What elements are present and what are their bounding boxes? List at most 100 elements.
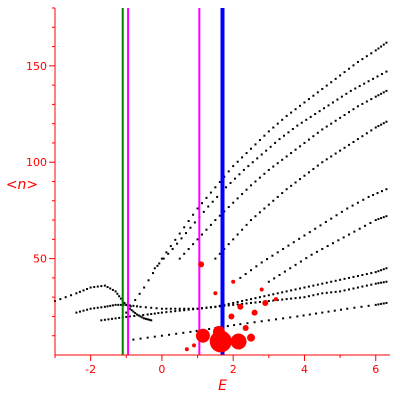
data-point — [143, 286, 146, 289]
data-point — [89, 286, 92, 289]
data-point — [365, 284, 368, 287]
data-point — [260, 320, 263, 323]
data-point — [385, 188, 388, 191]
data-point — [218, 304, 221, 307]
data-point — [372, 193, 375, 196]
data-point — [256, 157, 259, 160]
data-point — [282, 247, 285, 250]
data-point — [267, 280, 270, 283]
data-point — [308, 231, 311, 234]
data-point — [296, 124, 299, 127]
data-point — [303, 141, 306, 144]
data-point — [114, 303, 117, 306]
data-point — [294, 263, 297, 266]
data-point — [106, 286, 109, 289]
data-point — [330, 81, 333, 84]
data-point — [281, 291, 284, 294]
data-point — [168, 333, 171, 336]
data-point — [260, 261, 263, 264]
data-point — [214, 305, 217, 308]
data-point — [343, 289, 346, 292]
data-point — [165, 311, 168, 314]
data-point — [285, 188, 288, 191]
data-point — [134, 312, 137, 315]
data-point — [343, 113, 346, 116]
data-point — [150, 313, 153, 316]
data-point — [135, 305, 138, 308]
data-point — [274, 318, 277, 321]
data-point — [201, 307, 204, 310]
data-point — [385, 215, 388, 218]
data-point — [316, 131, 319, 134]
data-point — [283, 270, 286, 273]
data-point — [289, 267, 292, 270]
data-point — [182, 331, 185, 334]
data-point — [254, 301, 257, 304]
highlight-marker — [184, 347, 189, 352]
data-point — [352, 64, 355, 67]
data-point — [334, 152, 337, 155]
data-point — [263, 172, 266, 175]
data-point — [272, 293, 275, 296]
data-point — [385, 301, 388, 304]
data-point — [201, 202, 204, 205]
data-point — [174, 307, 177, 310]
data-point — [258, 300, 261, 303]
data-point — [299, 287, 302, 290]
data-point — [282, 134, 285, 137]
data-point — [276, 299, 279, 302]
data-point — [290, 111, 293, 114]
y-tick-label: 100 — [26, 156, 47, 169]
data-point — [377, 218, 380, 221]
data-point — [241, 300, 244, 303]
data-point — [183, 252, 186, 255]
data-points — [54, 41, 388, 341]
data-point — [139, 337, 142, 340]
data-point — [330, 280, 333, 283]
data-point — [361, 58, 364, 61]
data-point — [232, 201, 235, 204]
data-point — [269, 145, 272, 148]
data-point — [195, 329, 198, 332]
data-point — [254, 180, 257, 183]
data-point — [116, 292, 119, 295]
data-point — [244, 273, 247, 276]
data-point — [253, 321, 256, 324]
highlight-marker — [209, 330, 232, 353]
data-point — [285, 290, 288, 293]
data-point — [123, 301, 126, 304]
vertical-lines — [121, 8, 225, 355]
data-point — [325, 125, 328, 128]
data-point — [227, 243, 230, 246]
data-point — [93, 307, 96, 310]
data-point — [377, 270, 380, 273]
highlight-marker — [247, 333, 256, 342]
data-point — [321, 161, 324, 164]
data-point — [382, 302, 385, 305]
data-point — [117, 303, 120, 306]
data-point — [352, 287, 355, 290]
data-point — [75, 292, 78, 295]
data-point — [146, 336, 149, 339]
data-point — [362, 198, 365, 201]
data-point — [109, 304, 112, 307]
data-point — [132, 304, 135, 307]
data-point — [330, 155, 333, 158]
data-point — [325, 84, 328, 87]
data-point — [236, 300, 239, 303]
data-point — [254, 143, 257, 146]
data-point — [339, 308, 342, 311]
data-point — [377, 94, 380, 97]
data-point — [330, 122, 333, 125]
data-point — [377, 47, 380, 50]
highlight-marker — [259, 287, 264, 292]
data-point — [189, 330, 192, 333]
data-point — [339, 290, 342, 293]
data-point — [171, 247, 174, 250]
highlight-marker — [231, 279, 236, 284]
data-point — [178, 257, 181, 260]
data-point — [218, 214, 221, 217]
data-point — [289, 316, 292, 319]
data-point — [303, 286, 306, 289]
data-point — [157, 312, 160, 315]
